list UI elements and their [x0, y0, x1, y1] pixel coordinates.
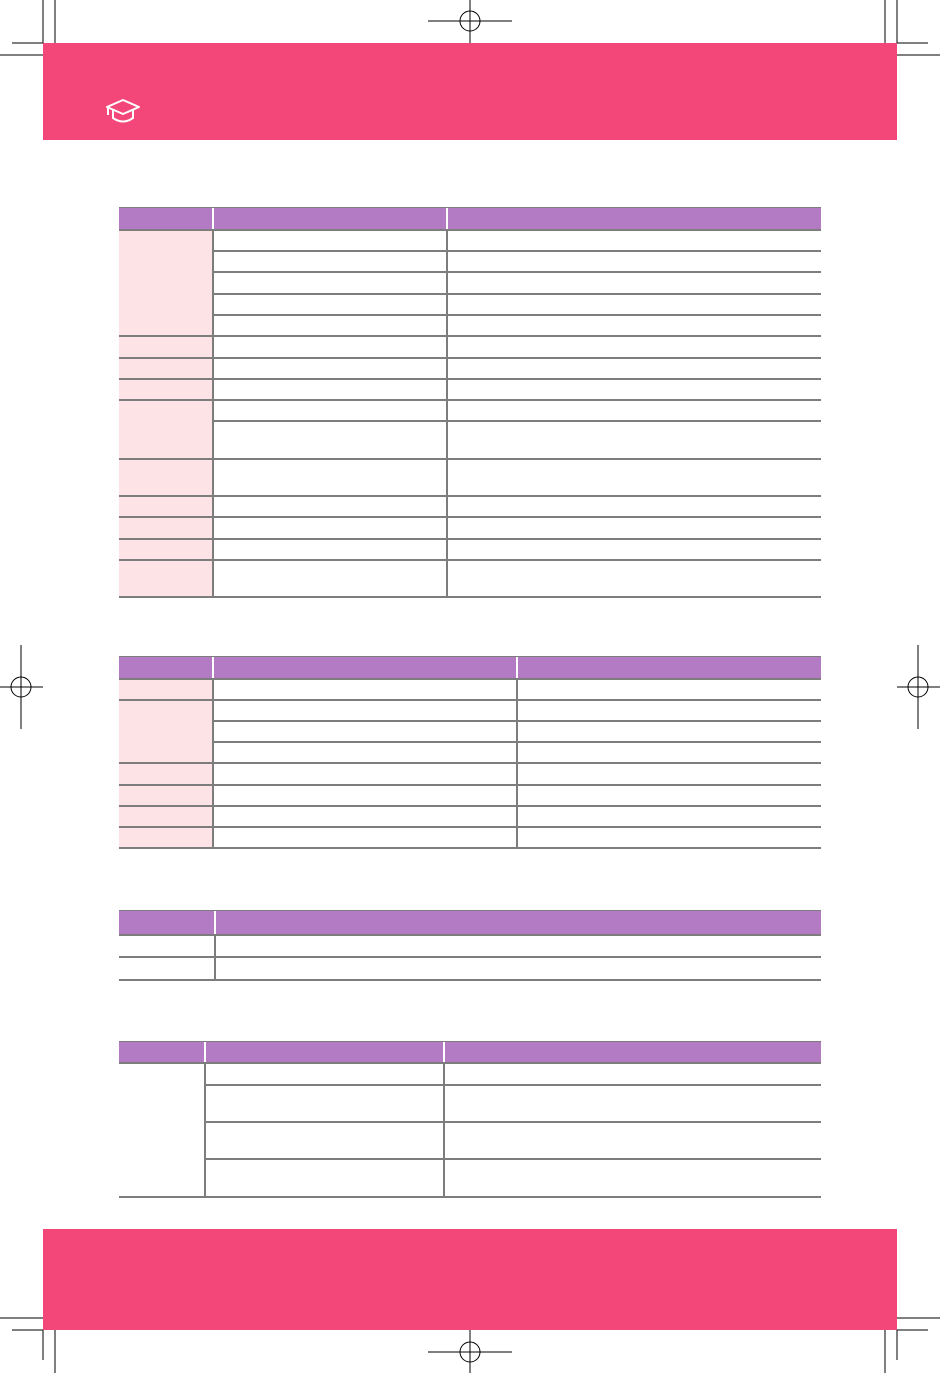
table-2-header [119, 657, 821, 679]
table-row-rule [212, 229, 821, 231]
column-divider [516, 679, 518, 848]
group-cell [119, 827, 212, 848]
table-row-rule [212, 516, 821, 518]
table-rule [119, 596, 821, 598]
table-1-header [119, 208, 821, 230]
table-row-rule [212, 559, 821, 561]
header-divider [516, 657, 518, 679]
table-rule [119, 847, 821, 849]
group-cell [119, 539, 212, 560]
table-4-header [119, 1042, 821, 1063]
table-rule [119, 207, 821, 208]
table-row-rule [212, 335, 821, 337]
table-row-rule [212, 420, 821, 422]
table-row-rule [212, 538, 821, 540]
table-row-rule [212, 293, 821, 295]
header-band [43, 43, 897, 140]
table-rule [119, 1041, 821, 1042]
group-cell [119, 806, 212, 827]
group-cell [119, 517, 212, 539]
graduation-cap-icon [106, 99, 140, 123]
column-divider [446, 230, 448, 597]
column-divider [212, 230, 214, 597]
group-cell [119, 379, 212, 400]
table-row-rule [204, 1158, 821, 1160]
table-rule [119, 1196, 821, 1198]
table-row-rule [214, 934, 821, 936]
header-divider [212, 208, 214, 230]
table-row-rule [204, 1121, 821, 1123]
table-rule [119, 910, 821, 911]
header-divider [204, 1042, 206, 1063]
column-divider [204, 1063, 206, 1197]
group-cell [119, 230, 212, 336]
group-cell [119, 560, 212, 597]
table-row-rule [212, 458, 821, 460]
group-cell [119, 336, 212, 358]
table-row-rule [212, 357, 821, 359]
table-row-rule [212, 399, 821, 401]
table-3-header [119, 911, 821, 935]
group-cell [119, 785, 212, 806]
header-divider [446, 208, 448, 230]
table-row-rule [212, 314, 821, 316]
footer-band [43, 1229, 897, 1330]
table-rule [119, 979, 821, 981]
table-row-rule [212, 495, 821, 497]
table-row-rule [204, 1062, 821, 1064]
column-divider [212, 679, 214, 848]
table-row-rule [212, 250, 821, 252]
table-row-rule [214, 956, 821, 958]
group-cell [119, 700, 212, 763]
column-divider [443, 1063, 445, 1197]
column-divider [214, 935, 216, 980]
group-cell [119, 358, 212, 379]
group-cell [119, 459, 212, 496]
group-cell [119, 679, 212, 700]
group-cell [119, 763, 212, 785]
table-row-rule [212, 271, 821, 273]
table-rule [119, 656, 821, 657]
table-row-rule [204, 1084, 821, 1086]
header-divider [443, 1042, 445, 1063]
header-divider [214, 911, 216, 935]
header-divider [212, 657, 214, 679]
group-cell [119, 496, 212, 517]
table-row-rule [212, 378, 821, 380]
group-cell [119, 400, 212, 459]
